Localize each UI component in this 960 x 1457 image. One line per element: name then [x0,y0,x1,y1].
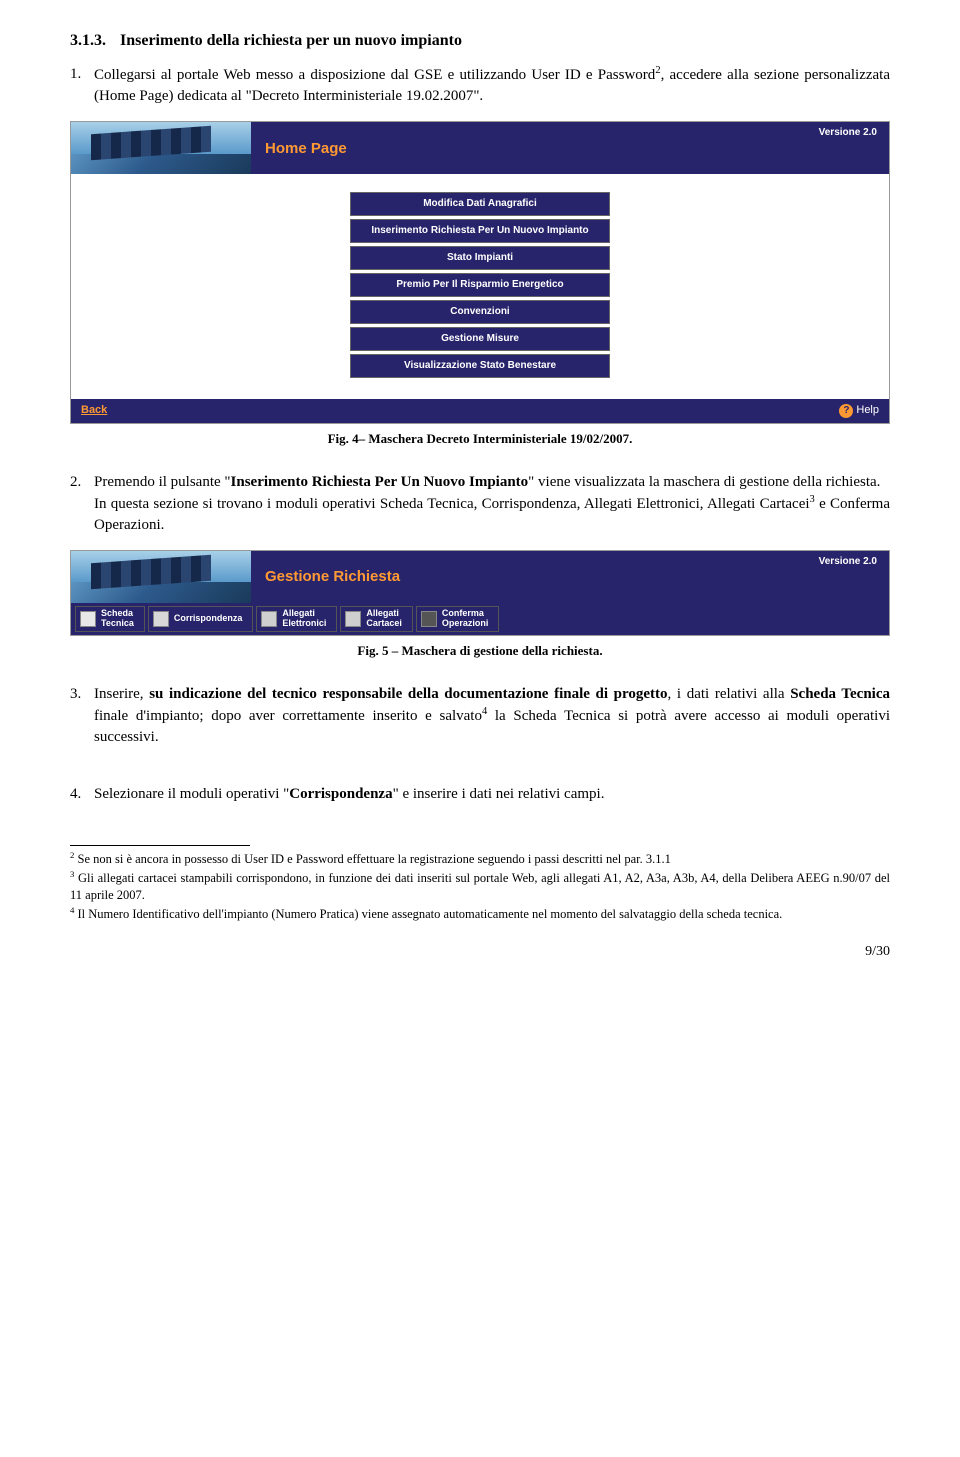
menu-item-premio[interactable]: Premio Per Il Risparmio Energetico [350,273,610,297]
tab-label: SchedaTecnica [101,609,134,629]
tab-label: Corrispondenza [174,614,243,624]
text: In questa sezione si trovano i moduli op… [94,496,810,512]
menu-item-anagrafici[interactable]: Modifica Dati Anagrafici [350,192,610,216]
text: Inserire, [94,686,149,702]
step-text: Inserire, su indicazione del tecnico res… [94,684,890,748]
footnote-rule [70,845,250,846]
help-icon: ? [839,404,853,418]
menu-item-convenzioni[interactable]: Convenzioni [350,300,610,324]
tab-allegati-elettronici[interactable]: AllegatiElettronici [256,606,337,632]
footnote-4: 4 Il Numero Identificativo dell'impianto… [70,905,890,922]
screenshot-home-page: Home Page Versione 2.0 Modifica Dati Ana… [70,121,890,423]
print-icon [345,611,361,627]
footnote-text: Se non si è ancora in possesso di User I… [74,852,671,866]
page-number: 9/30 [70,942,890,962]
version-label: Versione 2.0 [819,122,889,140]
app-banner: Home Page Versione 2.0 [71,122,889,174]
mail-icon [153,611,169,627]
step-text: Collegarsi al portale Web messo a dispos… [94,64,890,107]
footnote-text: Gli allegati cartacei stampabili corrisp… [70,872,890,902]
text: Selezionare il moduli operativi " [94,786,289,802]
text-bold: Scheda Tecnica [790,686,890,702]
step-index: 1. [70,64,94,107]
help-link[interactable]: ? Help [839,403,879,418]
menu-column: Modifica Dati Anagrafici Inserimento Ric… [71,174,889,399]
tools-icon [421,611,437,627]
step-text: Premendo il pulsante "Inserimento Richie… [94,472,890,536]
text-bold: su indicazione del tecnico responsabile … [149,686,667,702]
footnote-3: 3 Gli allegati cartacei stampabili corri… [70,869,890,903]
text: , i dati relativi alla [668,686,791,702]
app-banner: Gestione Richiesta Versione 2.0 [71,551,889,603]
step-2: 2. Premendo il pulsante "Inserimento Ric… [70,472,890,536]
tab-allegati-cartacei[interactable]: AllegatiCartacei [340,606,413,632]
section-heading: 3.1.3. Inserimento della richiesta per u… [70,30,890,52]
text-bold: Inserimento Richiesta Per Un Nuovo Impia… [231,474,529,490]
menu-item-inserimento-richiesta[interactable]: Inserimento Richiesta Per Un Nuovo Impia… [350,219,610,243]
menu-item-visualizzazione-stato[interactable]: Visualizzazione Stato Benestare [350,354,610,378]
text: Collegarsi al portale Web messo a dispos… [94,67,655,83]
section-title: Inserimento della richiesta per un nuovo… [120,32,462,49]
tabs-bar: SchedaTecnica Corrispondenza AllegatiEle… [71,603,889,635]
section-number: 3.1.3. [70,32,106,49]
text: " e inserire i dati nei relativi campi. [393,786,605,802]
footnote-2: 2 Se non si è ancora in possesso di User… [70,850,890,867]
banner-photo [71,551,251,603]
tab-conferma-operazioni[interactable]: ConfermaOperazioni [416,606,500,632]
back-link[interactable]: Back [81,403,107,418]
step-index: 4. [70,784,94,805]
page-title: Gestione Richiesta [251,551,819,603]
attachment-icon [261,611,277,627]
step-1: 1. Collegarsi al portale Web messo a dis… [70,64,890,107]
footer-bar: Back ? Help [71,399,889,422]
tab-label: AllegatiElettronici [282,609,326,629]
menu-item-stato-impianti[interactable]: Stato Impianti [350,246,610,270]
figure-5-caption: Fig. 5 – Maschera di gestione della rich… [70,642,890,660]
menu-item-gestione-misure[interactable]: Gestione Misure [350,327,610,351]
step-4: 4. Selezionare il moduli operativi "Corr… [70,784,890,805]
step-index: 3. [70,684,94,748]
text-bold: Corrispondenza [289,786,392,802]
document-icon [80,611,96,627]
step-3: 3. Inserire, su indicazione del tecnico … [70,684,890,748]
footnote-text: Il Numero Identificativo dell'impianto (… [74,907,782,921]
page-title: Home Page [251,122,819,174]
tab-label: ConfermaOperazioni [442,609,489,629]
tab-scheda-tecnica[interactable]: SchedaTecnica [75,606,145,632]
tab-label: AllegatiCartacei [366,609,402,629]
step-index: 2. [70,472,94,536]
help-label: Help [856,403,879,418]
text: " viene visualizzata la maschera di gest… [528,474,880,490]
tab-corrispondenza[interactable]: Corrispondenza [148,606,254,632]
screenshot-gestione-richiesta: Gestione Richiesta Versione 2.0 SchedaTe… [70,550,890,636]
version-label: Versione 2.0 [819,551,889,569]
text: finale d'impianto; dopo aver correttamen… [94,708,482,724]
banner-photo [71,122,251,174]
figure-4-caption: Fig. 4– Maschera Decreto Interministeria… [70,430,890,448]
step-text: Selezionare il moduli operativi "Corrisp… [94,784,890,805]
text: Premendo il pulsante " [94,474,231,490]
